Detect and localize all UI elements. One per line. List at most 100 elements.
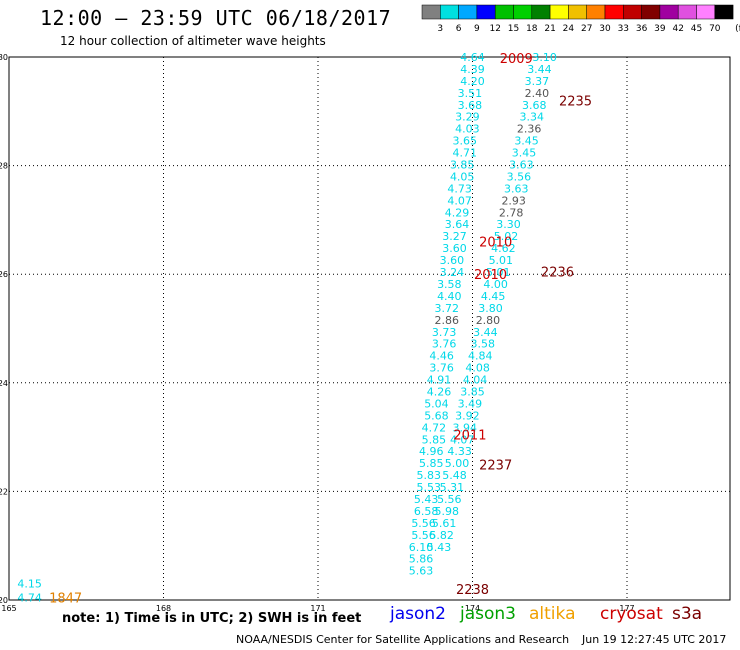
wave-height-point: 5.85: [419, 457, 444, 470]
wave-height-point: 4.46: [429, 350, 454, 363]
color-scale-tick-label: 27: [581, 24, 592, 34]
wave-height-point: 5.56: [411, 529, 436, 542]
wave-height-point: 3.85: [460, 385, 485, 398]
wave-height-point: 4.20: [460, 75, 485, 88]
wave-height-point: 5.63: [409, 565, 434, 578]
credit-text: NOAA/NESDIS Center for Satellite Applica…: [236, 633, 570, 646]
wave-height-point: 3.64: [445, 218, 470, 231]
color-scale-tick-label: 6: [456, 24, 462, 34]
page-title: 12:00 – 23:59 UTC 06/18/2017: [40, 6, 392, 30]
wave-height-point: 4.08: [465, 362, 490, 375]
pass-time-label: 2009: [500, 52, 533, 67]
color-scale-tick-label: 30: [599, 24, 611, 34]
wave-height-point: 3.68: [522, 99, 547, 112]
wave-height-point: 2.36: [517, 123, 542, 136]
y-tick-label: 22: [0, 487, 8, 496]
color-scale-swatch: [604, 4, 624, 20]
wave-height-point: 4.04: [463, 374, 488, 387]
wave-height-point: 3.60: [440, 254, 465, 267]
timestamp-text: Jun 19 12:27:45 UTC 2017: [582, 633, 727, 646]
color-scale-swatch: [696, 4, 716, 20]
wave-height-point: 4.45: [481, 290, 506, 303]
wave-height-point: 5.86: [409, 553, 434, 566]
wave-height-point: 3.34: [519, 111, 544, 124]
wave-height-point: 3.92: [455, 409, 480, 422]
wave-height-point: 3.56: [507, 170, 532, 183]
wave-height-point: 3.76: [432, 338, 457, 351]
wave-height-point: 4.15: [17, 578, 42, 591]
page-subtitle: 12 hour collection of altimeter wave hei…: [60, 34, 326, 48]
wave-height-point: 3.94: [453, 421, 478, 434]
wave-height-point: 5.31: [440, 481, 465, 494]
wave-height-point: 5.61: [432, 517, 457, 530]
legend-jason2: jason2: [390, 604, 446, 624]
wave-height-point: 3.27: [442, 230, 467, 243]
wave-height-point: 3.29: [455, 111, 480, 124]
y-tick-label: 24: [0, 379, 8, 388]
color-scale-swatch: [513, 4, 533, 20]
wave-height-point: 5.56: [411, 517, 436, 530]
wave-height-point: 3.63: [504, 182, 529, 195]
color-scale-tick-label: 45: [691, 24, 702, 34]
color-scale-tick-label: 12: [489, 24, 500, 34]
color-scale-tick-label: 42: [672, 24, 683, 34]
wave-height-point: 5.04: [424, 397, 449, 410]
wave-height-point: 2.78: [499, 206, 524, 219]
wave-height-point: 3.24: [440, 266, 465, 279]
wave-height-point: 3.49: [458, 397, 483, 410]
wave-height-point: 4.64: [460, 51, 485, 64]
wave-height-point: 3.44: [473, 326, 498, 339]
wave-height-point: 3.65: [453, 135, 478, 148]
chart-note: note: 1) Time is in UTC; 2) SWH is in fe…: [62, 611, 362, 626]
wave-height-point: 6.58: [414, 505, 439, 518]
wave-height-point: 4.40: [437, 290, 462, 303]
wave-height-point: 3.85: [450, 159, 475, 172]
wave-height-point: 3.30: [496, 218, 521, 231]
wave-height-point: 3.58: [471, 338, 496, 351]
pass-time-label: 2238: [456, 583, 489, 598]
x-tick-label: 168: [156, 604, 171, 613]
legend-cryosat: cryosat: [600, 604, 663, 624]
color-scale-swatch: [623, 4, 642, 20]
wave-height-point: 4.91: [427, 374, 452, 387]
wave-height-point: 5.98: [435, 505, 460, 518]
y-tick-label: 28: [0, 162, 8, 171]
wave-height-point: 4.96: [419, 445, 444, 458]
pass-time-label: 2235: [559, 94, 592, 109]
wave-height-point: 4.62: [491, 242, 516, 255]
wave-height-point: 5.02: [494, 230, 519, 243]
wave-height-point: 5.43: [414, 493, 439, 506]
color-scale-swatch: [586, 4, 606, 20]
wave-height-point: 2.93: [501, 194, 526, 207]
wave-height-point: 3.58: [437, 278, 462, 291]
y-tick-label: 26: [0, 270, 8, 279]
wave-height-point: 3.45: [514, 135, 539, 148]
color-scale-tick-label: 33: [618, 24, 629, 34]
pass-time-label: 2010: [474, 268, 507, 283]
wave-height-point: 4.72: [422, 421, 447, 434]
color-scale-tick-label: 15: [508, 24, 519, 34]
wave-height-point: 4.84: [468, 350, 493, 363]
color-scale-swatch: [458, 4, 478, 20]
color-scale-tick-label: 24: [563, 24, 575, 34]
color-scale-tick-label: 18: [526, 24, 538, 34]
x-tick-label: 174: [465, 604, 480, 613]
wave-height-point: 3.45: [512, 147, 537, 160]
wave-height-point: 5.53: [416, 481, 441, 494]
x-tick-label: 177: [619, 604, 634, 613]
wave-height-point: 2.86: [435, 314, 460, 327]
color-scale-tick-label: 36: [636, 24, 648, 34]
wave-height-point: 4.39: [460, 63, 485, 76]
x-tick-label: 171: [310, 604, 325, 613]
wave-height-point: 4.03: [455, 123, 480, 136]
wave-height-point: 4.74: [17, 591, 42, 604]
wave-height-point: 5.56: [437, 493, 462, 506]
y-tick-label: 20: [0, 596, 8, 605]
pass-time-label: 2236: [541, 265, 574, 280]
legend-jason3: jason3: [460, 604, 516, 624]
legend-s3a: s3a: [672, 604, 703, 624]
wave-height-point: 3.10: [532, 51, 557, 64]
wave-height-point: 2.40: [525, 87, 550, 100]
color-scale-tick-label: 3: [437, 24, 443, 34]
wave-height-point: 5.43: [427, 541, 452, 554]
